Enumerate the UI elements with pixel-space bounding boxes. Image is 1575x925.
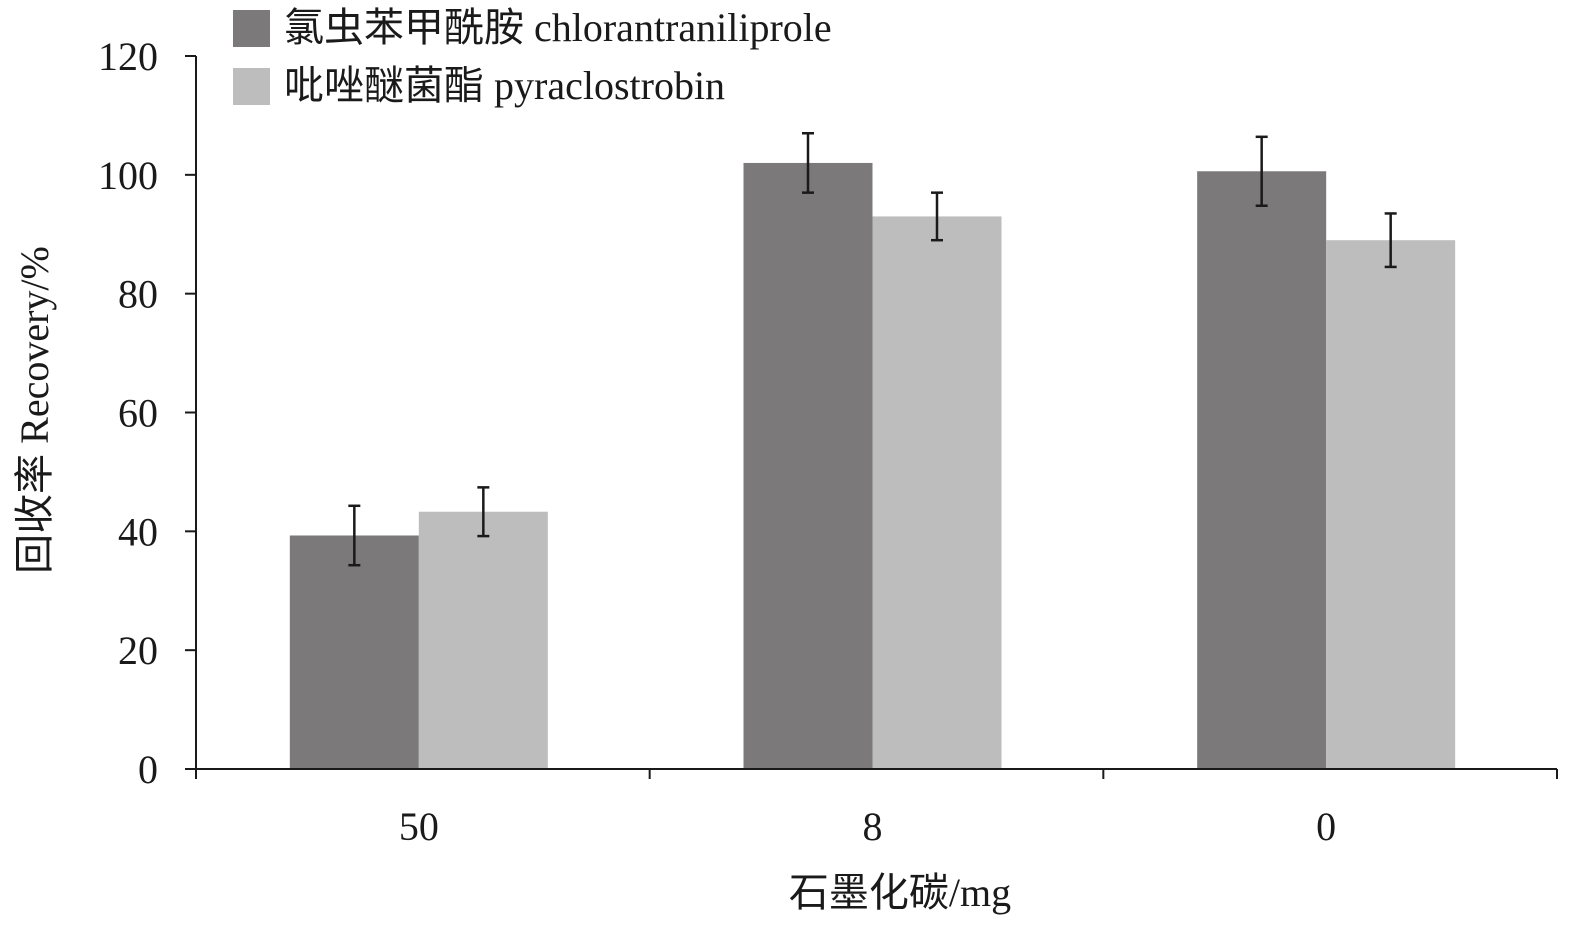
x-axis: 50 8 0 [195,768,1558,849]
bar [418,511,548,769]
bar [1197,171,1327,770]
y-tick-label: 60 [118,391,158,436]
x-axis-title: 石墨化碳/mg [789,870,1011,915]
x-tick-label: 8 [863,804,883,849]
y-axis-title: 回收率 Recovery/% [12,246,57,574]
legend: 氯虫苯甲酰胺 chlorantraniliprole 吡唑醚菌酯 pyraclos… [233,5,832,108]
y-tick-label: 100 [98,153,158,198]
legend-swatch [233,10,270,47]
y-tick-label: 80 [118,272,158,317]
bar [289,535,419,769]
x-tick-label: 0 [1316,804,1336,849]
plot-area [289,131,1456,770]
x-tick-label: 50 [399,804,439,849]
y-tick-label: 0 [138,747,158,792]
y-tick-label: 20 [118,628,158,673]
bar [1326,240,1456,770]
y-tick-label: 40 [118,509,158,554]
y-axis: 0 20 40 60 80 100 120 [98,34,197,792]
y-tick-label: 120 [98,34,158,79]
bar [743,162,873,769]
legend-swatch [233,68,270,105]
bar [872,216,1002,770]
legend-label: 氯虫苯甲酰胺 chlorantraniliprole [284,5,832,50]
legend-label: 吡唑醚菌酯 pyraclostrobin [284,63,725,108]
